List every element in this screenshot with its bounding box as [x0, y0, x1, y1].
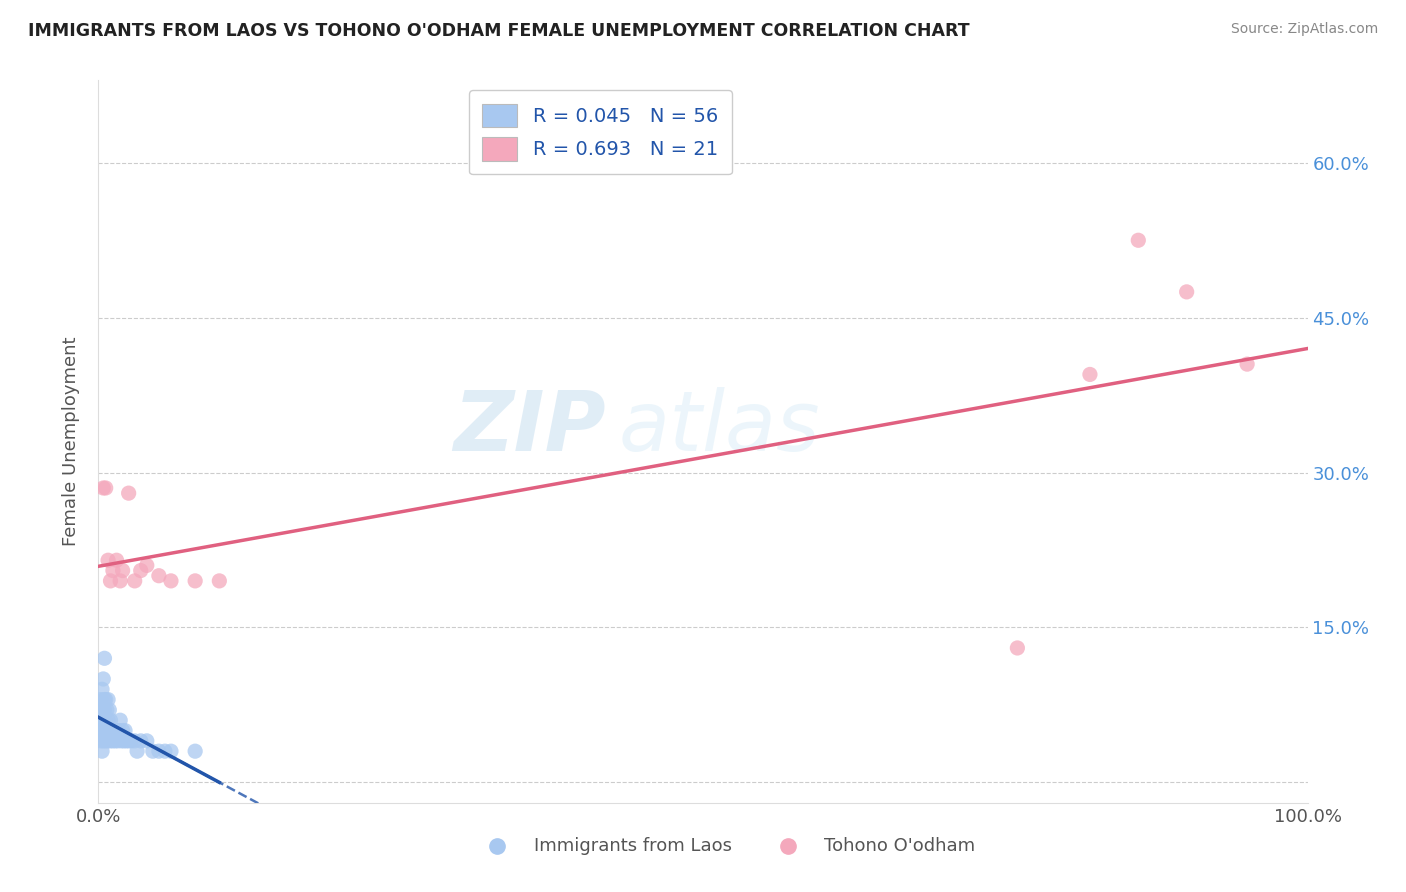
Point — [148, 568, 170, 582]
Point — [111, 723, 134, 738]
Point — [89, 703, 111, 717]
Point — [110, 734, 132, 748]
Point — [124, 574, 146, 588]
Text: Immigrants from Laos: Immigrants from Laos — [534, 838, 731, 855]
Point — [104, 734, 127, 748]
Point — [135, 558, 157, 573]
Point — [91, 713, 114, 727]
Point — [135, 734, 157, 748]
Point — [111, 564, 134, 578]
Point — [94, 481, 117, 495]
Point — [148, 744, 170, 758]
Point — [93, 692, 115, 706]
Point — [107, 734, 129, 748]
Point — [89, 713, 111, 727]
Point — [124, 734, 146, 748]
Point — [1128, 233, 1150, 247]
Text: Source: ZipAtlas.com: Source: ZipAtlas.com — [1230, 22, 1378, 37]
Point — [89, 723, 111, 738]
Point — [118, 734, 141, 748]
Point — [94, 692, 117, 706]
Point — [91, 723, 114, 738]
Point — [100, 734, 122, 748]
Point — [98, 723, 121, 738]
Point — [108, 713, 131, 727]
Point — [91, 744, 114, 758]
Point — [118, 486, 141, 500]
Point — [100, 713, 122, 727]
Point — [108, 723, 131, 738]
Point — [91, 713, 114, 727]
Point — [100, 574, 122, 588]
Point — [115, 734, 138, 748]
Point — [93, 723, 115, 738]
Point — [97, 713, 120, 727]
Point — [98, 703, 121, 717]
Point — [105, 553, 128, 567]
Point — [129, 564, 152, 578]
Point — [97, 692, 120, 706]
Point — [142, 744, 165, 758]
Point — [90, 713, 112, 727]
Point — [96, 703, 118, 717]
Point — [97, 734, 120, 748]
Point — [97, 553, 120, 567]
Point — [96, 723, 118, 738]
Point — [91, 672, 114, 686]
Point — [112, 734, 135, 748]
Point — [91, 481, 114, 495]
Point — [208, 574, 231, 588]
Point — [1078, 368, 1101, 382]
Y-axis label: Female Unemployment: Female Unemployment — [62, 337, 80, 546]
Point — [93, 651, 115, 665]
Point — [91, 682, 114, 697]
Point — [114, 723, 136, 738]
Point — [90, 723, 112, 738]
Point — [108, 574, 131, 588]
Point — [94, 713, 117, 727]
Point — [127, 744, 149, 758]
Point — [1175, 285, 1198, 299]
Point — [101, 734, 124, 748]
Point — [184, 744, 207, 758]
Text: ZIP: ZIP — [454, 386, 606, 467]
Point — [105, 723, 128, 738]
Point — [184, 574, 207, 588]
Point — [90, 692, 112, 706]
Point — [91, 734, 114, 748]
Legend: R = 0.045   N = 56, R = 0.693   N = 21: R = 0.045 N = 56, R = 0.693 N = 21 — [468, 90, 731, 175]
Point — [153, 744, 176, 758]
Point — [93, 703, 115, 717]
Point — [160, 744, 183, 758]
Point — [1007, 640, 1029, 655]
Point — [103, 723, 125, 738]
Point — [160, 574, 183, 588]
Point — [1236, 357, 1258, 371]
Point — [91, 703, 114, 717]
Point — [91, 703, 114, 717]
Point — [94, 734, 117, 748]
Point — [129, 734, 152, 748]
Point — [101, 564, 124, 578]
Point — [100, 723, 122, 738]
Text: IMMIGRANTS FROM LAOS VS TOHONO O'ODHAM FEMALE UNEMPLOYMENT CORRELATION CHART: IMMIGRANTS FROM LAOS VS TOHONO O'ODHAM F… — [28, 22, 970, 40]
Text: Tohono O'odham: Tohono O'odham — [824, 838, 974, 855]
Point — [120, 734, 142, 748]
Text: atlas: atlas — [619, 386, 820, 467]
Point — [90, 734, 112, 748]
